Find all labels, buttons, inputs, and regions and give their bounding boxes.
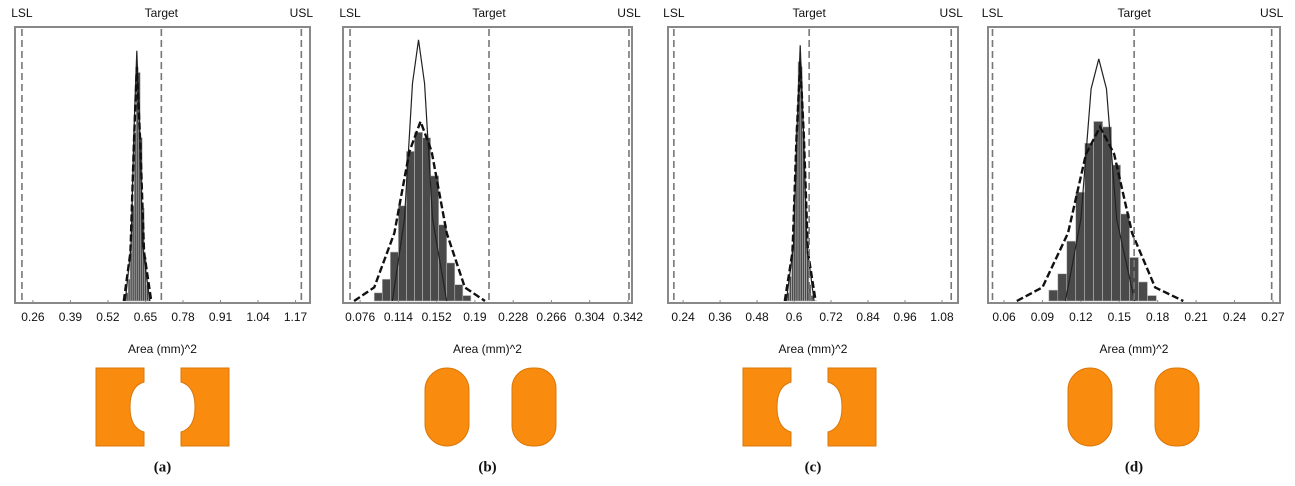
- spec-limit-label: USL: [1260, 6, 1284, 20]
- x-tick-label: 0.342: [613, 310, 643, 324]
- x-tick-label: 0.076: [345, 310, 375, 324]
- spec-limit-label: Target: [792, 6, 826, 20]
- fit-curve: [1064, 58, 1136, 302]
- spec-limit-label: LSL: [11, 6, 33, 20]
- panel-caption: (d): [1125, 459, 1143, 475]
- histogram-bar: [373, 292, 383, 302]
- x-tick-label: 0.304: [575, 310, 605, 324]
- histogram-bar: [430, 175, 439, 302]
- x-axis-label: Area (mm)^2: [779, 342, 848, 356]
- plot-frame: [987, 26, 1281, 304]
- spec-limit-label: Target: [472, 6, 506, 20]
- histogram-bar: [1138, 281, 1148, 302]
- histogram-bar: [454, 284, 464, 302]
- fit-curve-dashed: [122, 67, 153, 302]
- histogram-bar: [414, 132, 423, 302]
- plot-frame: [667, 26, 959, 304]
- histogram-bar: [446, 262, 456, 302]
- fit-curve-dashed: [1016, 124, 1184, 303]
- x-tick-label: 0.78: [171, 310, 195, 324]
- x-axis-label: Area (mm)^2: [128, 342, 197, 356]
- specimen-shape: [424, 367, 470, 447]
- histogram-bar: [1102, 126, 1112, 302]
- x-tick-label: 0.152: [422, 310, 452, 324]
- specimen-shapes: [95, 367, 1200, 447]
- x-tick-label: 0.18: [1146, 310, 1170, 324]
- x-tick-label: 0.91: [209, 310, 233, 324]
- histogram-bar: [127, 278, 131, 302]
- histogram-bar: [381, 278, 391, 302]
- x-axis-label: Area (mm)^2: [453, 342, 522, 356]
- histogram-bar: [1084, 142, 1094, 302]
- x-tick-label: 0.21: [1184, 310, 1208, 324]
- x-tick-label: 0.36: [708, 310, 732, 324]
- histogram-bar: [1147, 295, 1157, 302]
- x-tick-label: 0.27: [1261, 310, 1285, 324]
- panel-caption: (c): [805, 459, 822, 475]
- x-tick-label: 1.04: [246, 310, 270, 324]
- x-tick-label: 0.266: [536, 310, 566, 324]
- specimen-shape: [511, 367, 557, 447]
- spec-limit-label: USL: [617, 6, 641, 20]
- spec-limit-label: LSL: [982, 6, 1004, 20]
- fit-curve-dashed: [783, 61, 817, 302]
- histogram-bar: [789, 276, 792, 302]
- plot-frame: [342, 26, 633, 304]
- x-tick-label: 0.12: [1069, 310, 1093, 324]
- histogram-bar: [1048, 289, 1059, 302]
- specimen-shape: [1067, 367, 1113, 447]
- histogram-bar: [810, 295, 814, 302]
- specimen-shape: [95, 367, 145, 447]
- specimen-shape: [742, 367, 792, 447]
- x-tick-label: 0.39: [59, 310, 83, 324]
- x-tick-label: 0.26: [21, 310, 45, 324]
- specimen-shape: [180, 367, 230, 447]
- x-tick-label: 0.84: [856, 310, 880, 324]
- x-tick-label: 0.09: [1031, 310, 1055, 324]
- panel-caption: (a): [154, 459, 172, 475]
- spec-limit-label: LSL: [663, 6, 685, 20]
- x-tick-label: 0.228: [498, 310, 528, 324]
- spec-limit-label: USL: [290, 6, 314, 20]
- x-tick-label: 0.48: [745, 310, 769, 324]
- x-tick-label: 0.96: [893, 310, 917, 324]
- spec-limit-label: Target: [1117, 6, 1151, 20]
- x-tick-label: 0.19: [463, 310, 487, 324]
- histogram-bar: [1057, 273, 1068, 302]
- fit-curve: [391, 39, 448, 302]
- spec-limit-label: Target: [145, 6, 179, 20]
- fit-curve-dashed: [353, 118, 486, 302]
- x-tick-label: 0.6: [786, 310, 803, 324]
- specimen-shape: [1154, 367, 1200, 447]
- specimen-shape: [827, 367, 877, 447]
- spec-limit-label: USL: [940, 6, 964, 20]
- x-tick-label: 0.65: [134, 310, 158, 324]
- histogram-bar: [1093, 121, 1103, 302]
- x-tick-label: 0.52: [96, 310, 120, 324]
- x-tick-label: 0.24: [1223, 310, 1247, 324]
- plot-frame: [14, 26, 311, 304]
- x-tick-label: 0.15: [1108, 310, 1132, 324]
- histogram-bar: [135, 66, 139, 302]
- x-tick-label: 0.114: [384, 310, 413, 324]
- x-tick-label: 0.24: [671, 310, 695, 324]
- x-tick-label: 1.17: [284, 310, 308, 324]
- x-axis-label: Area (mm)^2: [1100, 342, 1169, 356]
- histogram-bar: [462, 295, 472, 302]
- spec-limit-label: LSL: [339, 6, 361, 20]
- histogram-bar: [390, 251, 399, 302]
- x-tick-label: 0.06: [992, 310, 1016, 324]
- x-tick-label: 1.08: [930, 310, 954, 324]
- histogram-bar: [1075, 191, 1085, 302]
- panel-caption: (b): [478, 459, 496, 475]
- x-tick-label: 0.72: [819, 310, 843, 324]
